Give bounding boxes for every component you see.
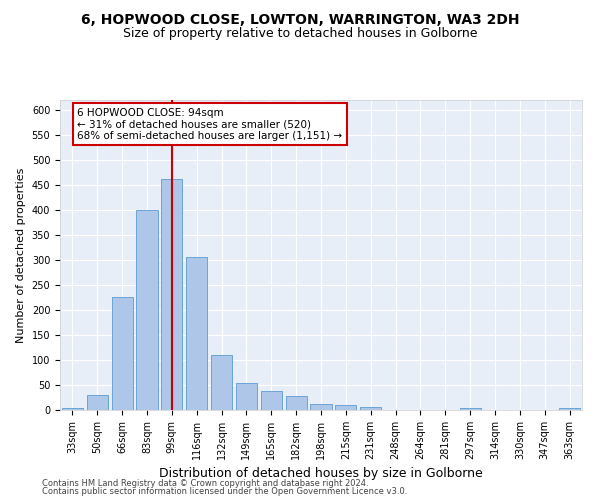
Bar: [136, 210, 158, 410]
Bar: [236, 383, 257, 410]
Y-axis label: Number of detached properties: Number of detached properties: [16, 168, 26, 342]
Bar: [161, 178, 182, 410]
Bar: [360, 407, 381, 410]
Bar: [186, 256, 207, 410]
Bar: [87, 395, 108, 410]
Bar: [460, 408, 481, 410]
Bar: [261, 390, 282, 410]
Bar: [310, 404, 332, 410]
Text: Contains public sector information licensed under the Open Government Licence v3: Contains public sector information licen…: [42, 487, 407, 496]
Text: Size of property relative to detached houses in Golborne: Size of property relative to detached ho…: [123, 28, 477, 40]
Text: 6, HOPWOOD CLOSE, LOWTON, WARRINGTON, WA3 2DH: 6, HOPWOOD CLOSE, LOWTON, WARRINGTON, WA…: [81, 12, 519, 26]
Bar: [559, 408, 580, 410]
Bar: [62, 408, 83, 410]
Bar: [335, 404, 356, 410]
Bar: [211, 355, 232, 410]
X-axis label: Distribution of detached houses by size in Golborne: Distribution of detached houses by size …: [159, 468, 483, 480]
Text: 6 HOPWOOD CLOSE: 94sqm
← 31% of detached houses are smaller (520)
68% of semi-de: 6 HOPWOOD CLOSE: 94sqm ← 31% of detached…: [77, 108, 343, 140]
Bar: [286, 396, 307, 410]
Text: Contains HM Land Registry data © Crown copyright and database right 2024.: Contains HM Land Registry data © Crown c…: [42, 478, 368, 488]
Bar: [112, 296, 133, 410]
